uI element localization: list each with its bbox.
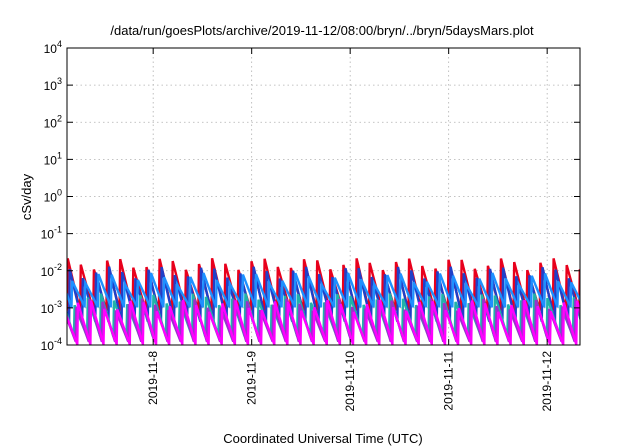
x-tick-label: 2019-11-11 — [442, 351, 456, 411]
x-tick-label: 2019-11-9 — [245, 351, 259, 405]
y-tick-label: 100 — [44, 188, 62, 205]
y-tick-label: 10-2 — [41, 262, 62, 279]
y-tick-label: 10-1 — [41, 225, 62, 242]
chart-title: /data/run/goesPlots/archive/2019-11-12/0… — [110, 23, 534, 38]
y-axis-label: cSv/day — [19, 173, 34, 220]
y-tick-label: 10-4 — [41, 336, 62, 353]
x-tick-label: 2019-11-10 — [343, 351, 357, 412]
grid-layer — [67, 48, 580, 345]
y-tick-label: 101 — [44, 150, 62, 167]
series-line — [67, 272, 580, 308]
x-axis-label: Coordinated Universal Time (UTC) — [223, 431, 422, 446]
y-tick-label: 10-3 — [41, 299, 62, 316]
series-line — [67, 299, 580, 345]
x-tick-label: 2019-11-8 — [146, 351, 160, 405]
y-tick-label: 104 — [44, 39, 62, 56]
y-tick-label: 103 — [44, 76, 62, 93]
x-tick-label: 2019-11-12 — [540, 351, 554, 412]
tick-layer: 10-4 10-3 10-2 10-1 100 101 102 103 104 2019-11-8… — [41, 39, 580, 412]
series-layer — [67, 258, 580, 345]
y-tick-label: 102 — [44, 113, 62, 130]
